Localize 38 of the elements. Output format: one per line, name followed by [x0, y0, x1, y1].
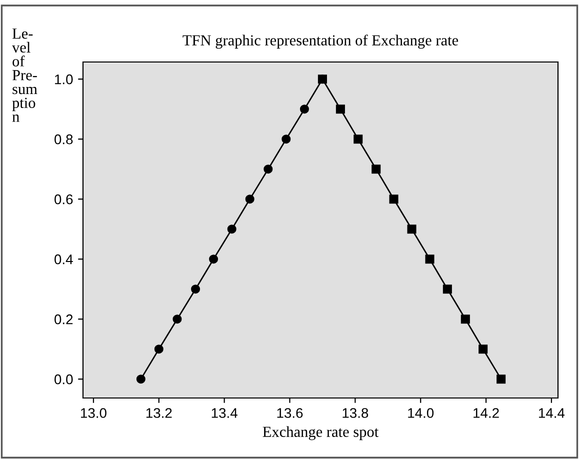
y-tick-label: 1.0	[55, 74, 73, 84]
x-tick-label: 13.8	[342, 408, 368, 418]
x-axis-title: Exchange rate spot	[262, 426, 379, 440]
point	[354, 134, 363, 144]
point	[389, 194, 398, 204]
point	[191, 284, 200, 294]
x-tick-label: 14.0	[408, 408, 434, 418]
point	[227, 224, 236, 234]
y-tick-label: 0.2	[54, 314, 73, 324]
point	[407, 224, 416, 234]
point	[172, 314, 182, 324]
x-tick-label: 13.0	[81, 408, 106, 418]
x-tick-label: 13.2	[146, 408, 172, 418]
point	[318, 74, 327, 84]
point	[136, 374, 146, 384]
y-tick-label: 0.8	[54, 134, 73, 144]
point	[154, 344, 164, 354]
y-tick-label: 0.0	[54, 374, 73, 384]
point	[264, 164, 273, 174]
x-tick-label: 14.2	[474, 408, 499, 418]
x-tick-label: 13.6	[277, 408, 303, 418]
y-tick-label: 0.6	[54, 194, 73, 204]
x-tick-label: 14.4	[539, 408, 565, 418]
point	[209, 254, 218, 264]
point	[300, 104, 309, 114]
y-tick-label: 0.4	[54, 254, 73, 264]
point	[372, 164, 381, 174]
point	[478, 344, 488, 354]
y-axis-title: Le- vel of Pre- sum ptio n	[12, 28, 38, 122]
point	[442, 284, 452, 294]
point	[460, 314, 470, 324]
chart-title: TFN graphic representation of Exchange rate	[182, 34, 458, 49]
point	[425, 254, 434, 264]
point	[496, 374, 506, 384]
point	[336, 104, 345, 114]
point	[282, 134, 291, 144]
point	[245, 194, 254, 204]
x-tick-label: 13.4	[212, 408, 238, 418]
